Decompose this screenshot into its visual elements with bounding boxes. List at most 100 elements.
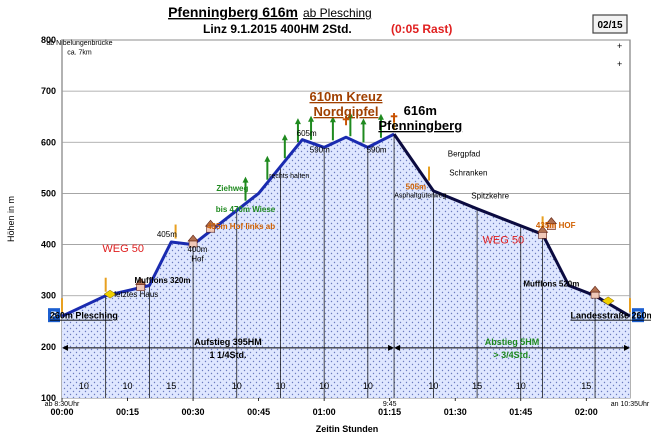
house-icon-body [136, 284, 145, 291]
trail-number-label: WEG 50 [483, 235, 525, 247]
segment-duration: 10 [79, 381, 89, 391]
segment-duration: 10 [275, 381, 285, 391]
y-tick-label: 500 [41, 188, 56, 198]
point-label: Spitzkehre [471, 192, 509, 201]
y-tick-label: 100 [41, 393, 56, 403]
x-tick-label: 01:15 [378, 407, 401, 417]
point-label: ca. 7km [67, 49, 92, 56]
point-label: 260m Plesching [50, 311, 118, 321]
ascent-arrow-head [360, 118, 367, 125]
house-icon-body [206, 225, 215, 233]
point-label: 435m Hof links ab [207, 222, 275, 231]
house-icon-body [538, 232, 547, 239]
point-label: Asphaltgüterweg [394, 193, 446, 200]
point-label: ab Nibelungenbrücke [46, 40, 112, 47]
descent-range-label: Abstieg 5HM [485, 337, 540, 347]
profile-area [62, 134, 630, 398]
parking-sign-text: P [50, 310, 57, 322]
chart-title: Pfenningberg 616m [168, 4, 298, 20]
x-tick-label: 01:45 [509, 407, 532, 417]
trail-marker-icon [103, 289, 117, 299]
x-tick-label: 00:30 [182, 407, 205, 417]
trail-marker-icon [601, 296, 615, 306]
summit-label: 616m [404, 103, 437, 118]
point-label: letztes Haus [114, 290, 158, 299]
point-label: 435m HOF [536, 221, 576, 230]
point-label: Landesstraße 260m [570, 311, 651, 321]
parking-sign [48, 308, 60, 323]
descent-range-arrowhead [624, 344, 630, 351]
point-label: Schranken [449, 169, 487, 178]
y-tick-label: 200 [41, 342, 56, 352]
house-icon-body [590, 291, 600, 299]
ascent-range-arrowhead [62, 344, 68, 351]
rest-info: (0:05 Rast) [391, 22, 452, 36]
house-icon-body [188, 240, 198, 248]
x-tick-label: 00:15 [116, 407, 139, 417]
y-tick-label: 400 [41, 240, 56, 250]
summit-cross-icon: ✝ [341, 114, 351, 128]
point-label: 400m [187, 245, 207, 254]
segment-duration: 10 [123, 381, 133, 391]
point-label: 590m [310, 146, 330, 155]
y-tick-label: 600 [41, 137, 56, 147]
ascent-range-time: 1 1/4Std. [210, 350, 247, 360]
ascent-range-label: Aufstieg 395HM [194, 337, 262, 347]
tour-info: Linz 9.1.2015 400HM 2Std. [203, 22, 352, 36]
house-icon-body [547, 223, 556, 230]
x-tick-label: 02:00 [575, 407, 598, 417]
time-note: 9:45 [383, 401, 397, 408]
ascent-arrow-head [264, 155, 271, 162]
y-tick-label: 800 [41, 35, 56, 45]
trail-number-label: WEG 50 [102, 243, 144, 255]
ascent-range-arrowhead [388, 344, 395, 351]
point-label: Bergpfad [448, 150, 480, 159]
x-tick-label: 01:30 [444, 407, 467, 417]
plus-mark: + [617, 41, 622, 51]
ascent-arrow-head [308, 115, 315, 122]
ascent-arrow-head [347, 112, 354, 119]
plus-mark: + [617, 59, 622, 69]
segment-duration: 10 [516, 381, 526, 391]
y-tick-label: 300 [41, 291, 56, 301]
ascent-arrow-head [242, 176, 249, 183]
segment-duration: 10 [232, 381, 242, 391]
x-tick-label: 00:45 [247, 407, 270, 417]
point-label: 505m [406, 182, 426, 191]
segment-duration: 15 [472, 381, 482, 391]
x-axis-title: Zeitin Stunden [316, 424, 379, 434]
parking-sign [632, 308, 644, 323]
point-label: 590m [367, 146, 387, 155]
time-note: an 10:35Uhr [611, 401, 650, 408]
point-label: Mufflons 320m [134, 276, 190, 285]
chart-subtitle: ab Plesching [303, 6, 372, 20]
point-label: Hof [191, 254, 204, 263]
point-label: bis 470m Wiese [216, 205, 276, 214]
ascent-arrow-head [294, 118, 301, 125]
y-axis-title: Höhen in m [6, 196, 16, 242]
segment-duration: 10 [319, 381, 329, 391]
point-label: Ziehweg [216, 184, 248, 193]
x-tick-label: 00:00 [50, 407, 73, 417]
ascent-arrow-head [281, 134, 288, 141]
x-tick-label: 01:00 [313, 407, 336, 417]
descent-range-arrowhead [394, 344, 401, 351]
summit-label: Pfenningberg [378, 118, 462, 133]
time-note: ab 8:30Uhr [45, 401, 80, 408]
summit-label: 610m Kreuz [310, 89, 383, 104]
segment-duration: 15 [581, 381, 591, 391]
point-label: rechts halten [269, 173, 309, 180]
page-badge-box [592, 14, 628, 34]
segment-duration: 10 [363, 381, 373, 391]
summit-label: Nordgipfel [314, 104, 379, 119]
ascent-arrow-head [377, 113, 384, 120]
summit-cross-icon: ✝ [389, 111, 399, 125]
ascent-line [61, 132, 395, 318]
page-badge: 02/15 [597, 20, 622, 31]
descent-range-time: > 3/4Std. [493, 350, 530, 360]
parking-sign-text: P [634, 310, 641, 322]
segment-duration: 15 [166, 381, 176, 391]
segment-duration: 10 [428, 381, 438, 391]
